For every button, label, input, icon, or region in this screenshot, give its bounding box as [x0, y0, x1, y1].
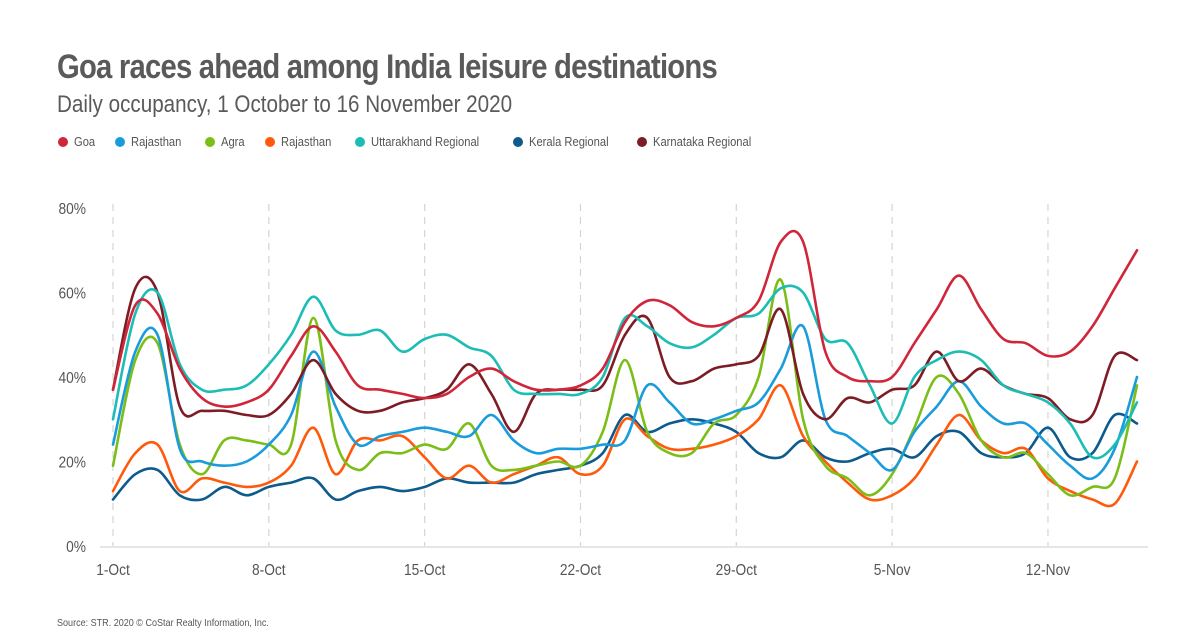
- x-tick-label: 15-Oct: [404, 561, 446, 579]
- y-axis: 0% 20% 40% 60% 80%: [58, 200, 86, 556]
- series-line-goa: [111, 229, 1139, 409]
- series-line-karnataka-regional: [111, 275, 1139, 434]
- legend-label: Uttarakhand Regional: [371, 134, 480, 149]
- y-tick-label: 20%: [58, 454, 86, 472]
- source-note: Source: STR. 2020 © CoStar Realty Inform…: [57, 617, 269, 629]
- legend-item: Uttarakhand Regional: [355, 134, 491, 149]
- x-tick-label: 5-Nov: [874, 561, 911, 579]
- legend-dot-icon: [114, 136, 125, 147]
- series-line-uttarakhand-regional: [111, 284, 1139, 460]
- series-line-rajasthan: [111, 384, 1139, 508]
- x-tick-label: 29-Oct: [716, 561, 758, 579]
- series-line-rajasthan: [111, 323, 1139, 481]
- x-tick-label: 1-Oct: [96, 561, 130, 579]
- legend-item: Rajasthan: [264, 134, 334, 149]
- chart-title: Goa races ahead among India leisure dest…: [57, 48, 718, 86]
- series-line-agra: [111, 278, 1139, 497]
- x-axis: 1-Oct 8-Oct 15-Oct 22-Oct 29-Oct 5-Nov 12-Nov: [96, 561, 1070, 579]
- legend-item: Rajasthan: [114, 134, 184, 149]
- legend-label: Rajasthan: [280, 134, 331, 149]
- legend-label: Agra: [221, 134, 245, 149]
- grid-lines: [100, 204, 1148, 548]
- legend-item: Karnataka Regional: [637, 134, 761, 149]
- y-tick-label: 0%: [66, 538, 86, 556]
- series-lines: [111, 229, 1139, 508]
- legend-label: Goa: [74, 134, 96, 149]
- x-tick-label: 22-Oct: [560, 561, 602, 579]
- legend-item: Agra: [205, 134, 245, 149]
- legend-item: Goa: [58, 134, 96, 149]
- x-tick-label: 12-Nov: [1026, 561, 1071, 579]
- legend-dot-icon: [355, 136, 366, 147]
- y-tick-label: 80%: [58, 200, 86, 218]
- legend-dot-icon: [58, 136, 68, 147]
- legend-label: Rajasthan: [130, 134, 181, 149]
- y-tick-label: 40%: [58, 369, 86, 387]
- x-tick-label: 8-Oct: [252, 561, 286, 579]
- legend-label: Kerala Regional: [528, 134, 609, 149]
- legend-dot-icon: [264, 136, 275, 147]
- chart-legend: Goa Rajasthan Agra Rajasthan Uttarakhand Reg…: [58, 134, 784, 149]
- legend-label: Karnataka Regional: [653, 134, 752, 149]
- legend-dot-icon: [637, 136, 648, 147]
- series-line-kerala-regional: [111, 412, 1139, 502]
- legend-dot-icon: [512, 136, 523, 147]
- y-tick-label: 60%: [58, 285, 86, 303]
- legend-item: Kerala Regional: [512, 134, 616, 149]
- legend-dot-icon: [205, 136, 216, 147]
- chart-subtitle: Daily occupancy, 1 October to 16 Novembe…: [57, 91, 513, 118]
